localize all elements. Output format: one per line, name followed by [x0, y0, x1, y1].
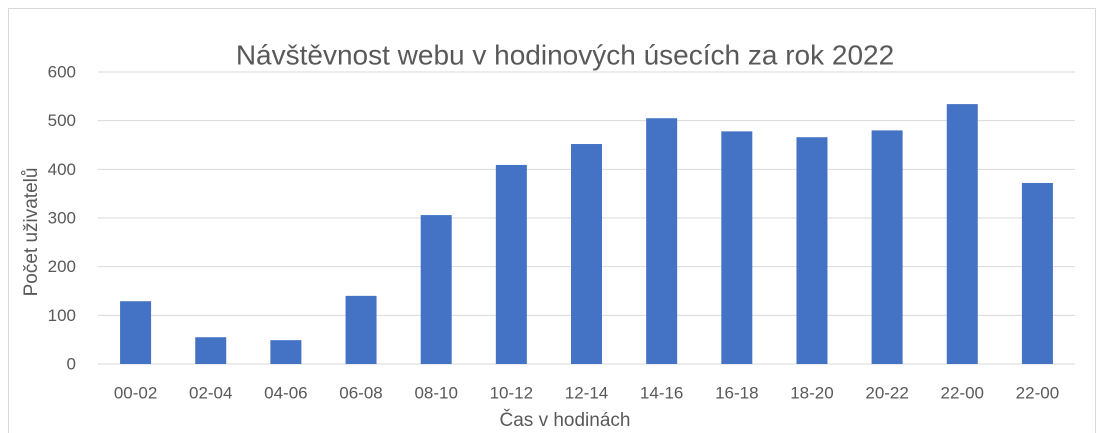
bar [120, 301, 152, 364]
x-tick-label: 00-02 [114, 383, 157, 402]
bar [495, 164, 527, 364]
x-tick-label: 20-22 [865, 383, 908, 402]
bar [796, 137, 828, 364]
y-tick-label: 100 [48, 306, 76, 325]
x-tick-label: 16-18 [715, 383, 758, 402]
x-tick-label: 12-14 [565, 383, 608, 402]
bar [721, 131, 753, 364]
chart-title: Návštěvnost webu v hodinových úsecích za… [236, 39, 894, 70]
bar [1021, 182, 1053, 364]
x-axis-label: Čas v hodinách [500, 409, 631, 431]
bar [270, 340, 302, 364]
y-tick-label: 500 [48, 111, 76, 130]
x-tick-label: 18-20 [790, 383, 833, 402]
x-tick-label: 22-00 [941, 383, 984, 402]
bar [345, 295, 377, 364]
y-tick-label: 400 [48, 160, 76, 179]
bar [420, 215, 452, 364]
x-tick-label: 08-10 [414, 383, 457, 402]
bar [646, 118, 678, 364]
y-tick-label: 600 [48, 62, 76, 81]
y-axis-label: Počet uživatelů [21, 168, 42, 297]
chart-border [8, 8, 1096, 433]
x-tick-label: 04-06 [264, 383, 307, 402]
x-tick-label: 22-00 [1016, 383, 1059, 402]
x-tick-label: 06-08 [339, 383, 382, 402]
bar [195, 337, 227, 364]
x-tick-label: 10-12 [490, 383, 533, 402]
x-tick-label: 02-04 [189, 383, 232, 402]
x-tick-label: 14-16 [640, 383, 683, 402]
y-tick-label: 0 [67, 354, 76, 373]
bar [946, 104, 978, 365]
bar [571, 144, 602, 364]
bar [871, 130, 903, 364]
y-tick-label: 200 [48, 257, 76, 276]
y-tick-label: 300 [48, 208, 76, 227]
